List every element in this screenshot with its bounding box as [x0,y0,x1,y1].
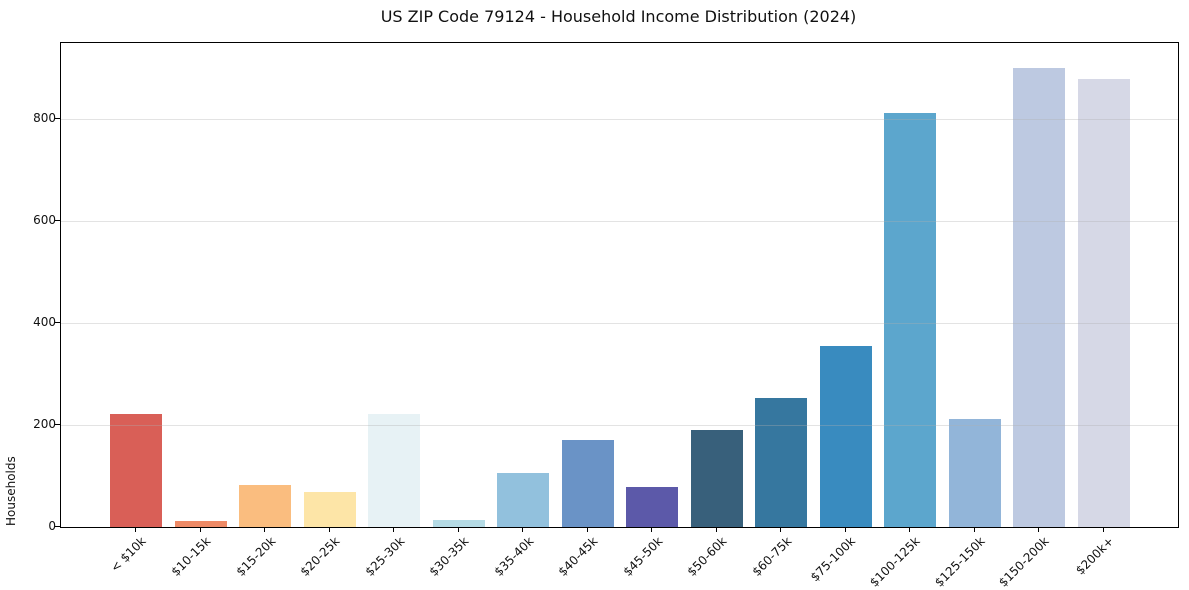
bar [110,413,162,527]
bar [1077,79,1130,527]
x-tick-mark [909,527,910,532]
bar [1013,68,1065,527]
bar [561,439,614,527]
y-tick-mark [55,322,60,324]
x-tick-label: $50-60k [684,534,730,579]
x-tick-label: $75-100k [808,534,859,585]
bar [497,473,549,527]
x-tick-mark [780,527,781,532]
x-tick-mark [522,527,523,532]
gridline [61,220,1178,222]
y-tick-label: 400 [33,315,56,330]
bar [884,113,936,527]
bar [819,346,872,527]
bar [174,520,227,527]
x-tick-label: $15-20k [233,534,278,579]
x-tick-label: $10-15k [168,534,214,579]
x-tick-label: $20-25k [297,534,343,579]
bar [239,484,291,527]
x-tick-label: $150-200k [996,534,1052,590]
y-axis-label: Households [4,456,18,526]
bar [432,519,485,527]
y-tick-label: 0 [48,519,56,533]
y-tick-mark [55,526,60,527]
x-tick-mark [973,527,975,532]
gridline [61,424,1178,426]
y-tick-mark [55,424,60,426]
x-tick-mark [199,527,201,532]
x-tick-label: $35-40k [491,534,536,579]
y-tick-label: 800 [33,111,56,126]
x-tick-mark [844,527,846,532]
x-tick-label: $40-45k [555,534,601,579]
x-tick-label: $100-125k [867,534,923,590]
x-tick-mark [651,527,652,532]
y-tick-label: 600 [33,213,56,228]
x-tick-label: $45-50k [620,534,665,579]
x-tick-label: < $10k [108,534,149,575]
plot-area [60,42,1179,528]
y-tick-label: 200 [33,417,56,432]
x-tick-mark [393,527,394,532]
bar [368,413,420,527]
bar [626,486,678,527]
bar [755,398,807,527]
x-tick-label: $60-75k [749,534,794,579]
x-tick-label: $125-150k [931,534,988,590]
x-tick-mark [715,527,717,532]
y-tick-mark [55,118,60,120]
x-tick-mark [586,527,588,532]
gridline [61,322,1178,324]
x-tick-mark [1038,527,1039,532]
x-tick-label: $25-30k [362,534,407,579]
x-tick-mark [457,527,459,532]
bar [948,419,1001,527]
x-tick-mark [135,527,136,532]
x-tick-mark [1102,527,1104,532]
y-tick-mark [55,220,60,222]
gridline [61,118,1178,120]
x-tick-mark [264,527,265,532]
bar [690,430,743,527]
x-tick-label: $30-35k [426,534,472,579]
chart-title: US ZIP Code 79124 - Household Income Dis… [380,7,857,26]
x-tick-mark [328,527,330,532]
x-tick-label: $200k+ [1072,534,1117,578]
bar [303,491,356,527]
